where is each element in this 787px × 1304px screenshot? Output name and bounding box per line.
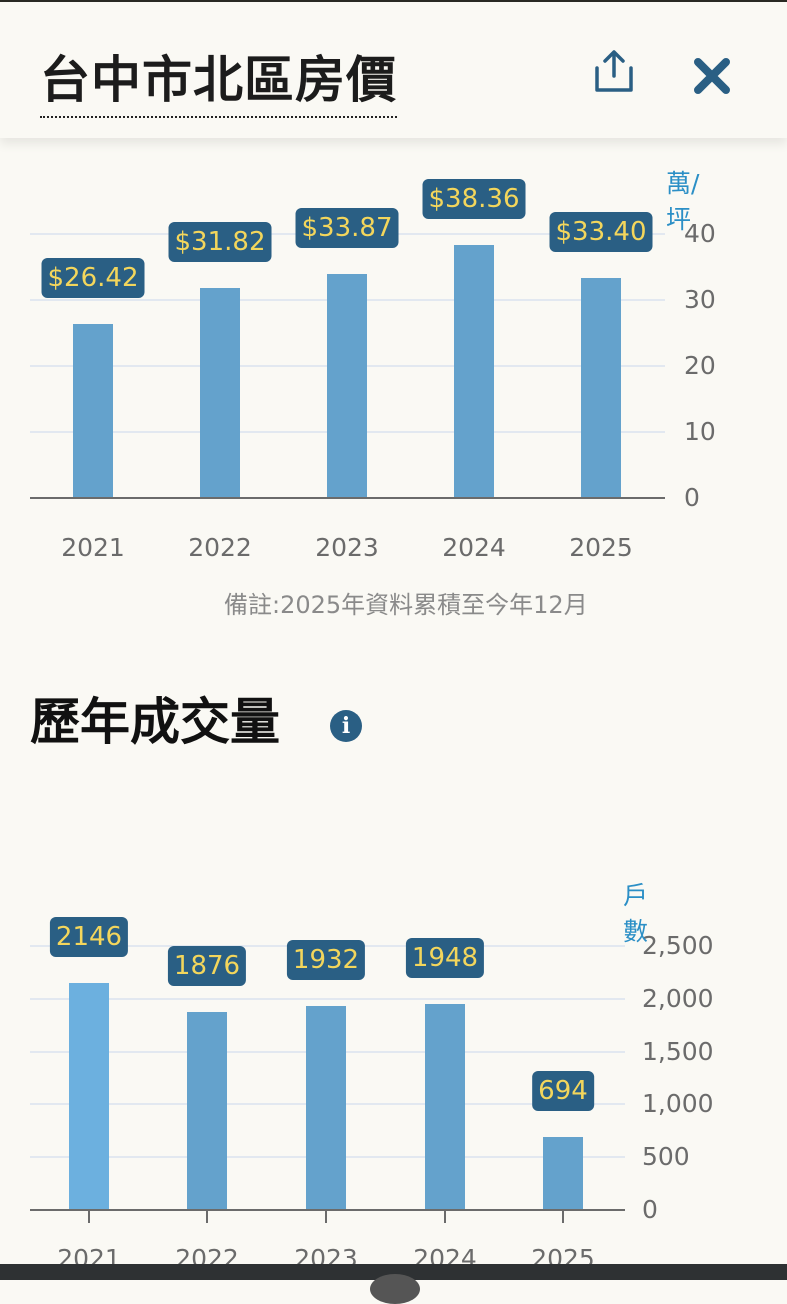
x-tick-label: 2024 xyxy=(442,533,506,562)
value-label: 2146 xyxy=(49,917,129,958)
x-tick xyxy=(444,1211,446,1223)
x-tick-label: 2023 xyxy=(315,533,379,562)
bar xyxy=(69,983,109,1210)
bar xyxy=(327,274,367,498)
x-tick-label: 2021 xyxy=(61,533,125,562)
grid-line xyxy=(30,997,625,1000)
value-label: 694 xyxy=(532,1070,594,1111)
y-tick-label: 20 xyxy=(684,351,716,380)
y-axis-unit: 萬/坪 xyxy=(666,169,700,234)
x-tick xyxy=(562,1211,564,1223)
bar xyxy=(73,323,113,498)
x-tick-label: 2025 xyxy=(569,533,633,562)
close-icon xyxy=(694,58,730,94)
y-tick-label: 2,000 xyxy=(642,983,714,1013)
y-tick-label: 0 xyxy=(642,1195,658,1224)
info-icon[interactable]: i xyxy=(330,710,362,742)
volume-section-title: 歷年成交量 xyxy=(30,693,280,751)
value-label: $31.82 xyxy=(168,221,272,262)
value-label: $26.42 xyxy=(41,257,145,298)
system-nav-bar xyxy=(0,1264,787,1280)
value-label: $33.87 xyxy=(295,208,399,249)
close-button[interactable] xyxy=(690,54,734,98)
x-tick xyxy=(206,1211,208,1223)
price-note: 備註:2025年資料累積至今年12月 xyxy=(224,591,588,619)
y-tick-label: 40 xyxy=(684,219,716,248)
bar xyxy=(187,1011,227,1210)
value-label: $33.40 xyxy=(549,211,653,252)
y-tick-label: 0 xyxy=(684,483,700,512)
x-tick xyxy=(88,1211,90,1223)
x-tick-label: 2022 xyxy=(188,533,252,562)
home-button[interactable] xyxy=(370,1274,420,1304)
bar xyxy=(454,244,494,498)
status-bar-edge xyxy=(0,0,787,2)
x-axis xyxy=(30,1209,625,1211)
y-tick-label: 2,500 xyxy=(642,931,714,960)
value-label: 1948 xyxy=(405,938,485,979)
bar xyxy=(425,1004,465,1210)
y-tick-label: 30 xyxy=(684,285,716,314)
y-tick-label: 500 xyxy=(642,1142,690,1172)
bar xyxy=(581,277,621,498)
share-icon xyxy=(595,50,633,92)
share-button[interactable] xyxy=(592,48,636,94)
value-label: 1876 xyxy=(167,945,247,986)
y-tick-label: 10 xyxy=(684,417,716,446)
y-tick-label: 1,500 xyxy=(642,1036,714,1066)
page-title: 台中市北區房價 xyxy=(40,46,397,118)
y-axis-unit: 戶數 xyxy=(623,881,649,946)
bar xyxy=(200,287,240,498)
x-tick xyxy=(325,1211,327,1223)
value-label: $38.36 xyxy=(422,178,526,219)
y-tick-label: 1,000 xyxy=(642,1089,714,1119)
bar xyxy=(306,1005,346,1210)
x-axis xyxy=(30,497,665,499)
value-label: 1932 xyxy=(286,939,366,980)
bar xyxy=(543,1136,583,1210)
header: 台中市北區房價 xyxy=(0,2,787,138)
